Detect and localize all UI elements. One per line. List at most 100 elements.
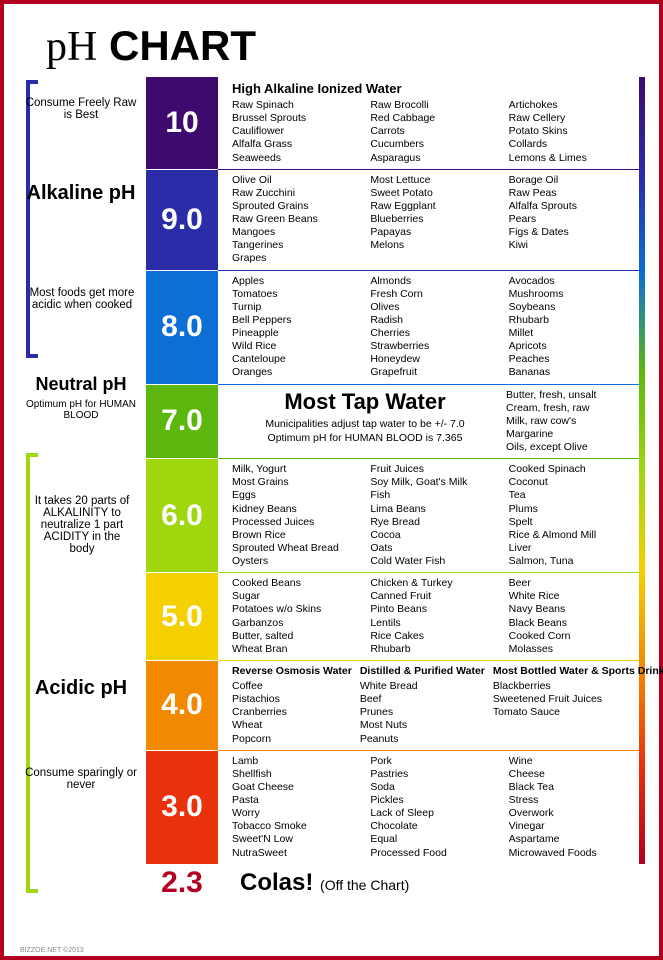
note-text: Optimum pH for HUMAN BLOOD is 7.365 [232,432,498,444]
food-item: Tobacco Smoke [232,820,362,833]
food-item: Red Cabbage [370,112,500,125]
food-item: Rye Bread [370,516,500,529]
footer-text: Colas! (Off the Chart) [218,869,409,897]
row-content: Most Tap WaterMunicipalities adjust tap … [218,385,639,459]
food-item: Plums [509,503,639,516]
food-column: ArtichokesRaw CelleryPotato SkinsCollard… [509,99,639,165]
food-item: Cheese [509,768,639,781]
food-item: Raw Brocolli [370,99,500,112]
food-item: Apricots [509,340,639,353]
row-content: Reverse Osmosis WaterCoffeePistachiosCra… [218,661,663,750]
food-item: Prunes [360,706,485,719]
food-item: Pineapple [232,327,362,340]
row-content: ApplesTomatoesTurnipBell PeppersPineappl… [218,271,639,384]
food-item: Cauliflower [232,125,362,138]
chart-container: pH CHART Consume Freely Raw is BestAlkal… [0,0,663,960]
food-item: Raw Peas [509,187,639,200]
food-item: Blueberries [370,213,500,226]
label-neutral-ph: Neutral pH [22,375,140,395]
food-item: Cranberries [232,706,352,719]
food-item: Goat Cheese [232,781,362,794]
ph-row-6.0: 6.0Milk, YogurtMost GrainsEggsKidney Bea… [146,459,639,572]
food-item: Sprouted Wheat Bread [232,542,362,555]
food-item: Cooked Spinach [509,463,639,476]
food-column: PorkPastriesSodaPicklesLack of SleepChoc… [370,755,500,860]
food-item: Lamb [232,755,362,768]
ph-value-box: 5.0 [146,573,218,660]
food-item: Soda [370,781,500,794]
food-item: Cooked Beans [232,577,362,590]
food-item: Wine [509,755,639,768]
ph-value-box: 7.0 [146,385,218,459]
food-item: Pork [370,755,500,768]
food-item: Pears [509,213,639,226]
food-item: Borage Oil [509,174,639,187]
food-item: Lentils [370,617,500,630]
columns-wrap: LambShellfishGoat CheesePastaWorryTobacc… [232,755,639,860]
food-item: Peaches [509,353,639,366]
credit-text: BIZZOE.NET ©2013 [20,947,84,954]
food-item: Processed Juices [232,516,362,529]
food-item: Peanuts [360,733,485,746]
food-item: Grapefruit [370,366,500,379]
food-item: Strawberries [370,340,500,353]
food-column: Cooked BeansSugarPotatoes w/o SkinsGarba… [232,577,362,656]
food-item: Vinegar [509,820,639,833]
food-item: Microwaved Foods [509,847,639,860]
label-alkaline-ph: Alkaline pH [22,182,140,204]
food-item: Milk, raw cow's [506,415,639,428]
food-item: Eggs [232,489,362,502]
food-item: Cream, fresh, raw [506,402,639,415]
title-suffix: CHART [97,22,256,69]
food-column: Reverse Osmosis WaterCoffeePistachiosCra… [232,665,352,746]
food-item: Tangerines [232,239,362,252]
food-item: Pastries [370,768,500,781]
food-item: Most Lettuce [370,174,500,187]
food-item: Most Grains [232,476,362,489]
food-item: Blackberries [493,680,663,693]
food-item: Raw Zucchini [232,187,362,200]
food-item: Oils, except Olive [506,441,639,454]
food-item: Mangoes [232,226,362,239]
row-content: High Alkaline Ionized WaterRaw SpinachBr… [218,77,639,169]
food-item: Brussel Sprouts [232,112,362,125]
food-item: Lemons & Limes [509,152,639,165]
food-item: Tomato Sauce [493,706,663,719]
food-item: Alfalfa Sprouts [509,200,639,213]
food-column: ApplesTomatoesTurnipBell PeppersPineappl… [232,275,362,380]
food-item: Tomatoes [232,288,362,301]
food-item: Rhubarb [509,314,639,327]
food-item: White Bread [360,680,485,693]
food-column: WineCheeseBlack TeaStressOverworkVinegar… [509,755,639,860]
label-acidic-ph: Acidic pH [22,677,140,699]
food-item: Grapes [232,252,362,265]
food-item: Navy Beans [509,603,639,616]
food-item: Turnip [232,301,362,314]
row-content: LambShellfishGoat CheesePastaWorryTobacc… [218,751,639,864]
food-item: Brown Rice [232,529,362,542]
food-item: Garbanzos [232,617,362,630]
food-item: Rhubarb [370,643,500,656]
food-column: BeerWhite RiceNavy BeansBlack BeansCooke… [509,577,639,656]
food-column: Distilled & Purified WaterWhite BreadBee… [360,665,485,746]
food-column: LambShellfishGoat CheesePastaWorryTobacc… [232,755,362,860]
food-item: Canteloupe [232,353,362,366]
food-item: Wheat Bran [232,643,362,656]
food-item: Coconut [509,476,639,489]
food-item: Beer [509,577,639,590]
food-item: Raw Spinach [232,99,362,112]
food-item: Tea [509,489,639,502]
food-item: Collards [509,138,639,151]
food-item: Cold Water Fish [370,555,500,568]
ph-row-9.0: 9.0Olive OilRaw ZucchiniSprouted GrainsR… [146,170,639,270]
food-item: Sprouted Grains [232,200,362,213]
food-item: Figs & Dates [509,226,639,239]
food-column: Borage OilRaw PeasAlfalfa SproutsPearsFi… [509,174,639,266]
food-item: Milk, Yogurt [232,463,362,476]
food-item: Almonds [370,275,500,288]
food-item: Kidney Beans [232,503,362,516]
food-item: Bananas [509,366,639,379]
label-alkalinity-note: It takes 20 parts of ALKALINITY to neutr… [32,495,132,555]
food-item: Overwork [509,807,639,820]
food-column: Olive OilRaw ZucchiniSprouted GrainsRaw … [232,174,362,266]
